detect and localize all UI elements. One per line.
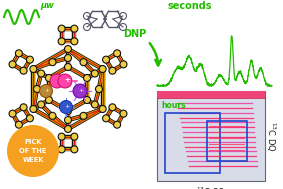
Circle shape xyxy=(71,133,78,140)
Circle shape xyxy=(58,133,65,140)
Bar xyxy=(165,113,220,173)
Circle shape xyxy=(30,66,37,73)
Circle shape xyxy=(80,59,87,66)
Text: +: + xyxy=(78,88,83,92)
Circle shape xyxy=(33,85,40,92)
Circle shape xyxy=(83,74,91,81)
Circle shape xyxy=(38,70,45,77)
Circle shape xyxy=(65,125,72,132)
Circle shape xyxy=(65,64,72,70)
Circle shape xyxy=(71,25,78,32)
Circle shape xyxy=(38,101,45,108)
Circle shape xyxy=(73,84,87,98)
Circle shape xyxy=(83,97,91,104)
Text: hours: hours xyxy=(161,101,186,109)
Circle shape xyxy=(50,74,64,88)
Text: $^{13}$C SQ: $^{13}$C SQ xyxy=(196,186,226,189)
Circle shape xyxy=(113,121,121,128)
Circle shape xyxy=(71,38,78,45)
Circle shape xyxy=(65,54,72,61)
Circle shape xyxy=(49,112,56,119)
Circle shape xyxy=(58,146,65,153)
Circle shape xyxy=(15,50,22,57)
Bar xyxy=(207,121,247,161)
Circle shape xyxy=(102,115,110,122)
Circle shape xyxy=(99,66,106,73)
Circle shape xyxy=(59,101,72,114)
Text: +: + xyxy=(64,77,70,83)
Bar xyxy=(157,91,265,181)
Circle shape xyxy=(58,38,65,45)
Circle shape xyxy=(58,25,65,32)
Text: DNP: DNP xyxy=(123,29,147,39)
Circle shape xyxy=(95,85,102,92)
Circle shape xyxy=(120,61,127,68)
Circle shape xyxy=(9,61,16,68)
Circle shape xyxy=(9,110,16,117)
Circle shape xyxy=(102,56,110,63)
Circle shape xyxy=(26,115,33,122)
Circle shape xyxy=(120,110,127,117)
Circle shape xyxy=(99,105,106,112)
Circle shape xyxy=(109,104,116,111)
Text: +: + xyxy=(45,88,49,92)
Text: μw: μw xyxy=(40,2,54,11)
Text: +: + xyxy=(64,104,70,108)
Circle shape xyxy=(65,108,72,115)
Circle shape xyxy=(7,125,59,177)
Circle shape xyxy=(91,101,98,108)
Circle shape xyxy=(46,97,52,104)
Bar xyxy=(157,91,265,98)
Text: PICK
OF THE
WEEK: PICK OF THE WEEK xyxy=(19,139,47,163)
Circle shape xyxy=(65,46,72,53)
Circle shape xyxy=(91,70,98,77)
Text: seconds: seconds xyxy=(168,1,212,11)
Circle shape xyxy=(71,146,78,153)
Circle shape xyxy=(20,104,27,111)
Circle shape xyxy=(109,67,116,74)
Circle shape xyxy=(49,59,56,66)
Circle shape xyxy=(26,56,33,63)
Circle shape xyxy=(113,50,121,57)
Circle shape xyxy=(80,112,87,119)
Circle shape xyxy=(58,74,72,88)
Circle shape xyxy=(15,121,22,128)
Circle shape xyxy=(65,116,72,123)
Circle shape xyxy=(40,84,53,98)
Text: $^{13}$C DQ: $^{13}$C DQ xyxy=(264,121,278,151)
Circle shape xyxy=(20,67,27,74)
Circle shape xyxy=(30,105,37,112)
Circle shape xyxy=(46,74,52,81)
